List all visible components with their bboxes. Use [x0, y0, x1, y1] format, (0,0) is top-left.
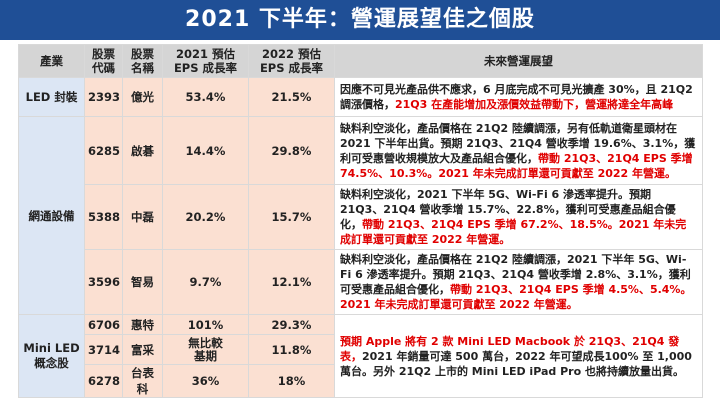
stock-code: 6285 [84, 116, 123, 185]
eps-2021: 9.7% [162, 249, 249, 315]
table-row: 3714 富采 無比較 基期 11.8% [19, 334, 703, 365]
industry-led: LED 封裝 [18, 77, 85, 117]
stock-code: 3714 [84, 334, 123, 365]
header-eps-2022: 2022 預估 EPS 成長率 [248, 44, 335, 78]
outlook-text: 因應不可見光產品供不應求，6 月底完成不可見光擴產 30%，且 21Q2 調漲價… [334, 77, 703, 117]
header-outlook: 未來營運展望 [334, 44, 703, 78]
page-title: 2021 下半年：營運展望佳之個股 [0, 0, 720, 40]
header-row: 產業 股票 代碼 股票 名稱 2021 預估 EPS 成長率 2022 預估 EPS 成… [18, 44, 703, 78]
eps-2021: 53.4% [162, 77, 249, 117]
stock-outlook-table: 產業 股票 代碼 股票 名稱 2021 預估 EPS 成長率 2022 預估 EPS 成… [18, 44, 703, 398]
stock-name: 啟碁 [122, 116, 163, 185]
stock-name: 富采 [122, 334, 163, 365]
table-row: 3596 智易 9.7% 12.1% 缺料利空淡化，產品價格在 21Q2 陸續調… [19, 249, 703, 315]
header-industry: 產業 [18, 44, 85, 78]
header-eps-2021: 2021 預估 EPS 成長率 [162, 44, 249, 78]
industry-miniled: Mini LED 概念股 [18, 314, 85, 398]
eps-2022: 29.8% [248, 116, 335, 185]
stock-name: 惠特 [122, 314, 163, 335]
eps-2022: 12.1% [248, 249, 335, 315]
eps-2022: 11.8% [248, 334, 335, 365]
outlook-text: 缺料利空淡化，2021 下半年 5G、Wi-Fi 6 滲透率提升。預期 21Q3… [334, 184, 703, 250]
eps-2021: 無比較 基期 [162, 334, 249, 365]
stock-name: 台表科 [122, 364, 163, 398]
eps-2021: 36% [162, 364, 249, 398]
eps-2022: 29.3% [248, 314, 335, 335]
stock-name: 中磊 [122, 184, 163, 250]
stock-code: 2393 [84, 77, 123, 117]
table-row: 6278 台表科 36% 18% [19, 364, 703, 398]
eps-2022: 15.7% [248, 184, 335, 250]
outlook-text: 預期 Apple 將有 2 款 Mini LED Macbook 於 21Q3、… [334, 314, 703, 398]
stock-name: 億光 [122, 77, 163, 117]
stock-name: 智易 [122, 249, 163, 315]
eps-2021: 20.2% [162, 184, 249, 250]
stock-code: 6278 [84, 364, 123, 398]
stock-code: 6706 [84, 314, 123, 335]
eps-2021: 14.4% [162, 116, 249, 185]
stock-code: 3596 [84, 249, 123, 315]
stock-code: 5388 [84, 184, 123, 250]
table-row: 5388 中磊 20.2% 15.7% 缺料利空淡化，2021 下半年 5G、W… [19, 184, 703, 250]
eps-2022: 18% [248, 364, 335, 398]
outlook-text: 缺料利空淡化，產品價格在 21Q2 陸續調漲，另有低軌道衛星頭材在 2021 下… [334, 116, 703, 185]
eps-2021: 101% [162, 314, 249, 335]
industry-network: 網通設備 [18, 116, 85, 315]
table-row: Mini LED 概念股 6706 惠特 101% 29.3% 預期 Apple … [18, 314, 703, 398]
header-code: 股票 代碼 [84, 44, 123, 78]
outlook-text: 缺料利空淡化，產品價格在 21Q2 陸續調漲，2021 下半年 5G、Wi-Fi… [334, 249, 703, 315]
header-name: 股票 名稱 [122, 44, 163, 78]
table-row: LED 封裝 2393 億光 53.4% 21.5% 因應不可見光產品供不應求，… [18, 77, 703, 117]
table-row: 網通設備 6285 啟碁 14.4% 29.8% 缺料利空淡化，產品價格在 21… [18, 116, 703, 315]
eps-2022: 21.5% [248, 77, 335, 117]
